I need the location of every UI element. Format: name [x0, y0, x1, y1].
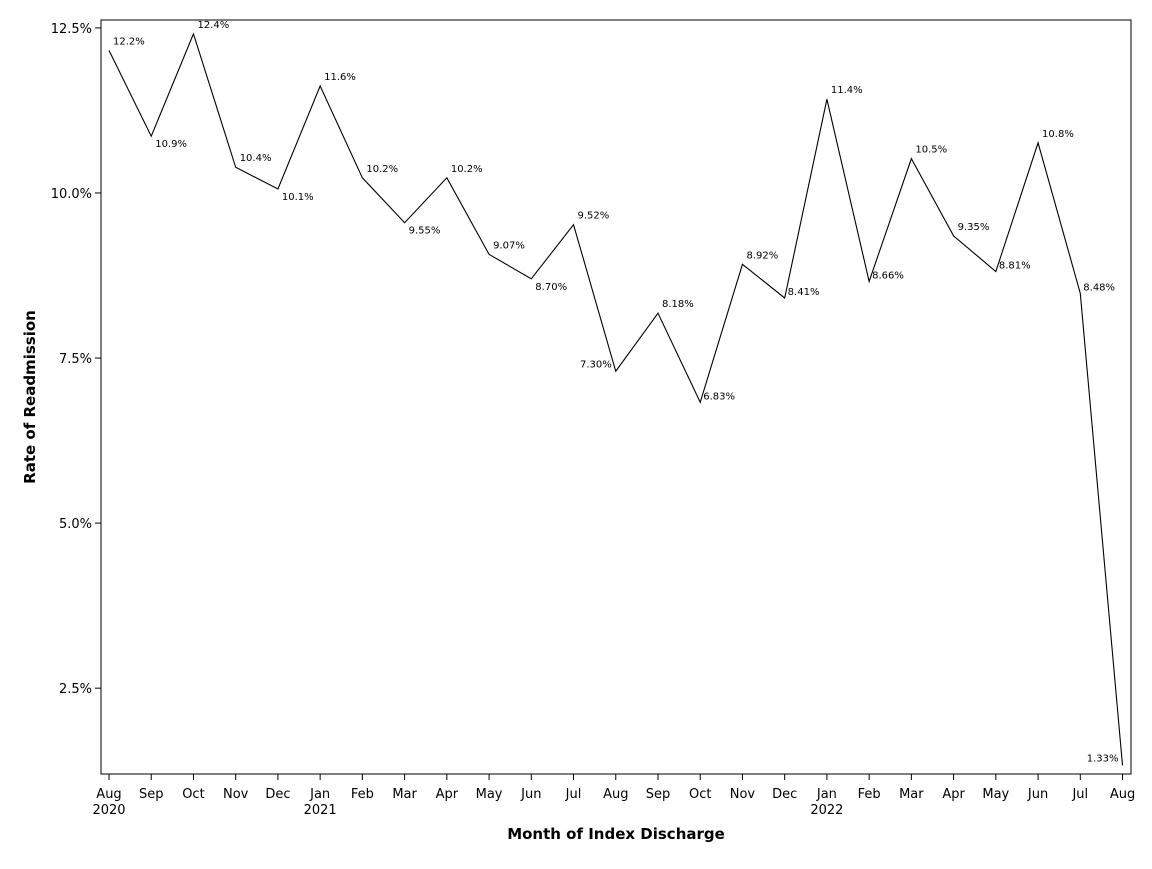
x-tick-label-month: Dec: [772, 787, 797, 802]
data-label: 10.9%: [155, 139, 187, 150]
x-tick-label-month: Feb: [858, 787, 881, 802]
data-label: 11.4%: [831, 85, 863, 96]
data-label: 6.83%: [703, 391, 735, 402]
data-label: 10.8%: [1042, 129, 1074, 140]
data-label: 8.81%: [999, 261, 1031, 272]
data-label: 9.55%: [409, 226, 441, 237]
data-label: 8.92%: [746, 250, 778, 261]
x-tick-label-month: Dec: [265, 787, 290, 802]
data-label: 10.5%: [915, 145, 947, 156]
x-tick-label-year: 2022: [810, 803, 843, 818]
data-label: 8.48%: [1083, 282, 1115, 293]
data-label: 9.52%: [578, 211, 610, 222]
y-tick-label: 2.5%: [59, 682, 92, 697]
data-label: 8.70%: [535, 282, 567, 293]
x-tick-label-month: Mar: [899, 787, 924, 802]
data-label: 9.35%: [958, 222, 990, 233]
plot-frame: [100, 19, 1132, 775]
data-label: 10.4%: [240, 153, 272, 164]
data-label: 11.6%: [324, 72, 356, 83]
x-tick-label-month: Oct: [182, 787, 204, 802]
x-tick-label-month: Nov: [730, 787, 756, 802]
y-axis: 2.5% 5.0% 7.5% 10.0% 12.5%: [51, 22, 101, 697]
data-label: 12.4%: [197, 20, 229, 31]
data-label: 12.2%: [113, 36, 145, 47]
x-tick-label-month: Jan: [816, 787, 837, 802]
x-tick-label-month: Jun: [520, 787, 541, 802]
x-tick-label-month: Apr: [942, 787, 965, 802]
y-tick-label: 10.0%: [51, 187, 92, 202]
readmission-rate-line: [108, 32, 1124, 766]
y-axis-title: Rate of Readmission: [21, 310, 39, 484]
y-tick-label: 12.5%: [51, 22, 92, 37]
x-tick-label-year: 2021: [304, 803, 337, 818]
x-tick-label-month: Aug: [1110, 787, 1135, 802]
x-tick-label-month: Sep: [139, 787, 164, 802]
x-axis-title: Month of Index Discharge: [507, 825, 725, 843]
data-labels: 12.2% 10.9% 12.4% 10.4% 10.1% 11.6% 10.2% 9.55%…: [113, 20, 1119, 765]
data-label: 10.1%: [282, 192, 314, 203]
x-tick-label-month: Jul: [565, 787, 582, 802]
data-label: 10.2%: [366, 164, 398, 175]
data-label: 10.2%: [451, 164, 483, 175]
x-tick-label-month: Nov: [223, 787, 249, 802]
x-tick-label-month: Sep: [646, 787, 671, 802]
y-tick-label: 7.5%: [59, 352, 92, 367]
x-tick-label-month: Aug: [96, 787, 121, 802]
x-tick-label-month: Apr: [436, 787, 459, 802]
data-label: 8.66%: [872, 270, 904, 281]
x-tick-label-month: Jun: [1027, 787, 1048, 802]
x-tick-label-year: 2020: [92, 803, 125, 818]
data-label: 8.41%: [788, 287, 820, 298]
x-tick-label-month: Feb: [351, 787, 374, 802]
x-tick-label-month: Aug: [603, 787, 628, 802]
x-tick-label-month: Jul: [1071, 787, 1088, 802]
data-label: 8.18%: [662, 299, 694, 310]
x-tick-label-month: May: [982, 787, 1009, 802]
x-tick-label-month: Mar: [392, 787, 417, 802]
data-label: 7.30%: [580, 359, 612, 370]
y-tick-label: 5.0%: [59, 517, 92, 532]
data-label: 9.07%: [493, 240, 525, 251]
x-tick-label-month: Jan: [309, 787, 330, 802]
x-tick-label-month: May: [476, 787, 503, 802]
x-tick-label-month: Oct: [689, 787, 711, 802]
data-label: 1.33%: [1087, 753, 1119, 764]
